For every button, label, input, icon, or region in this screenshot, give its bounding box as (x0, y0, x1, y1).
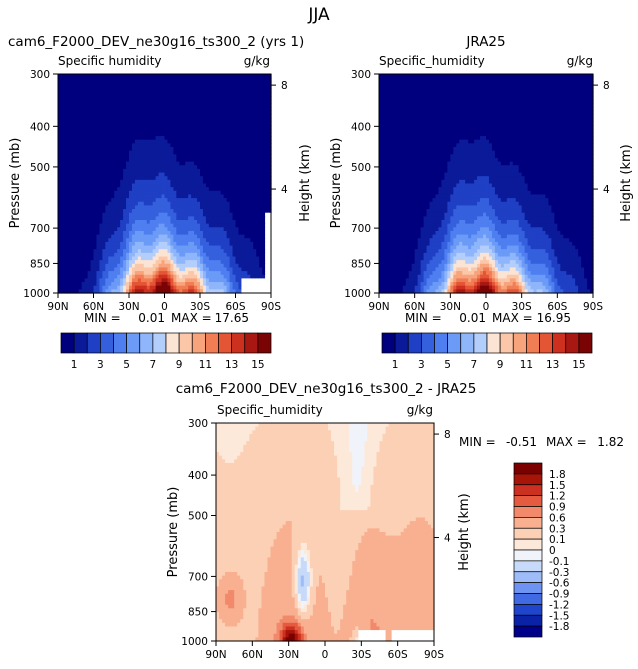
y-axis-title: Pressure (mb) (8, 138, 23, 229)
colorbar-label: 11 (199, 359, 212, 371)
colorbar-label: 7 (150, 359, 157, 371)
colorbar-swatch (74, 333, 87, 353)
colorbar-label: 13 (225, 359, 238, 371)
y-tick-label: 400 (30, 121, 50, 133)
colorbar-swatch (100, 333, 113, 353)
y-tick-label: 300 (30, 69, 50, 81)
x-tick-label: 90S (261, 301, 281, 313)
colorbar-swatch (179, 333, 192, 353)
colorbar-swatch (232, 333, 245, 353)
colorbar-swatch (245, 333, 258, 353)
y-tick-label: 700 (30, 223, 50, 235)
colorbar-label: 5 (123, 359, 130, 371)
x-tick-label: 90N (47, 301, 68, 313)
colorbar-swatch (166, 333, 179, 353)
colorbar-label: 15 (251, 359, 264, 371)
variable-label: Specific humidity (58, 54, 162, 68)
colorbar-swatch (61, 333, 74, 353)
colorbar-swatch (87, 333, 100, 353)
contour-plot (58, 74, 272, 294)
panel-title: cam6_F2000_DEV_ne30g16_ts300_2 (yrs 1) (8, 34, 304, 50)
height-tick-label: 4 (281, 184, 288, 196)
contour-plot (379, 74, 594, 294)
colorbar-swatch (205, 333, 218, 353)
panel-reference: JRA25 Specific_humidity g/kg 30040050070… (329, 34, 634, 371)
max-label: MAX = (171, 311, 212, 325)
colorbar-swatch (127, 333, 140, 353)
panel-model: cam6_F2000_DEV_ne30g16_ts300_2 (yrs 1) S… (8, 34, 313, 371)
y-tick-label: 850 (30, 258, 50, 270)
units-label: g/kg (244, 54, 270, 68)
colorbar-swatch (114, 333, 127, 353)
min-value: 0.01 (138, 311, 165, 325)
colorbar-swatch (153, 333, 166, 353)
variable-label: Specific_humidity (379, 54, 485, 68)
y-tick-label: 1000 (23, 288, 50, 300)
colorbar-label: 1 (71, 359, 78, 371)
min-label: MIN = (84, 311, 121, 325)
height-axis-title: Height (km) (298, 144, 313, 221)
colorbar-label: 9 (176, 359, 183, 371)
figure-title: JJA (307, 5, 330, 25)
y-tick-label: 500 (30, 162, 50, 174)
colorbar-swatch (219, 333, 232, 353)
y-axis: 300 400 500 700 850 1000 (23, 69, 58, 300)
colorbar-swatch (258, 333, 271, 353)
units-label: g/kg (567, 54, 593, 68)
height-axis: 84 (271, 80, 288, 196)
panel-title: JRA25 (465, 34, 505, 50)
height-tick-label: 8 (281, 80, 288, 92)
colorbar-swatch (140, 333, 153, 353)
max-value: 17.65 (215, 311, 249, 325)
x-tick-label: 30N (118, 301, 139, 313)
colorbar-label: 3 (97, 359, 104, 371)
colorbar-swatch (192, 333, 205, 353)
